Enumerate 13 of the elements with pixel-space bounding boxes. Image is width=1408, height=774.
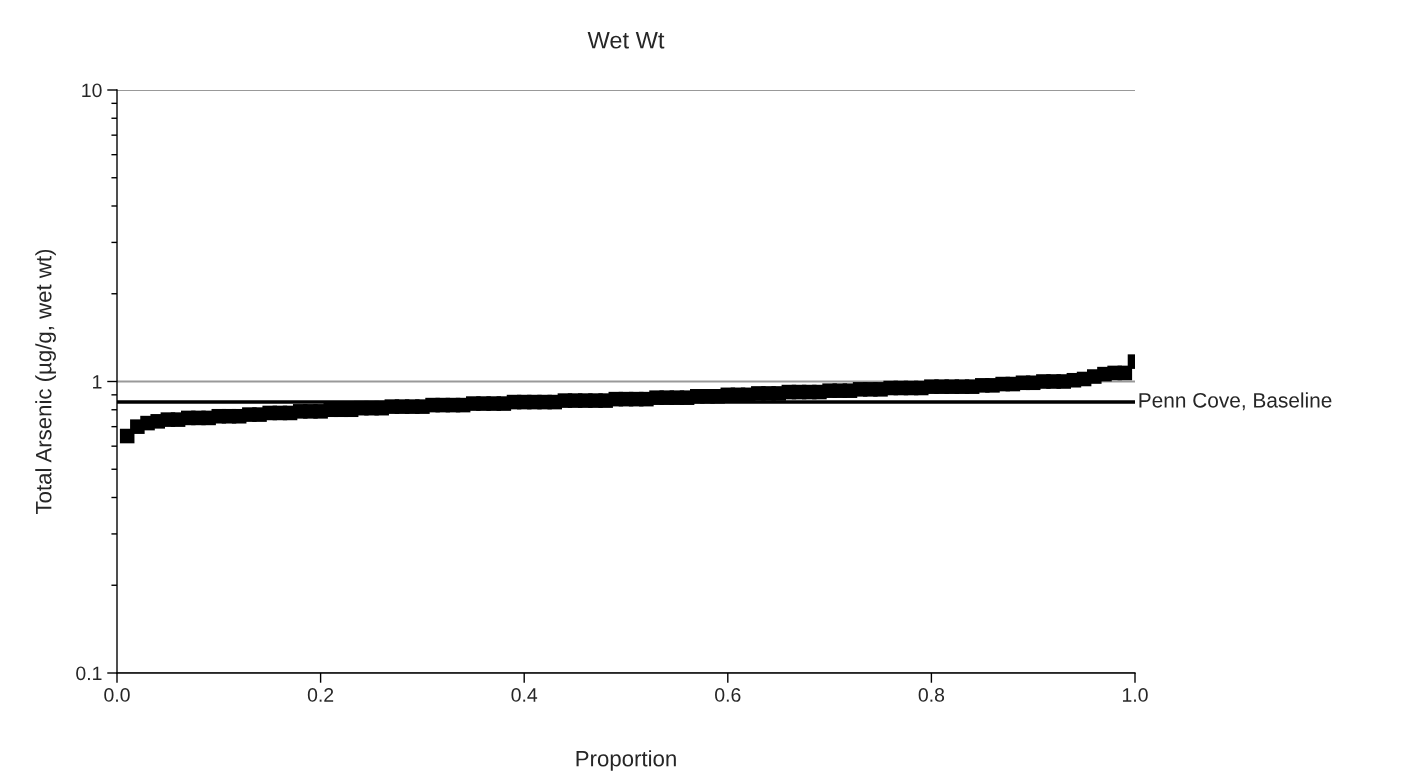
y-axis-title: Total Arsenic (µg/g, wet wt) bbox=[35, 249, 56, 514]
chart-title: Wet Wt bbox=[587, 32, 665, 49]
x-tick-label: 0.4 bbox=[511, 688, 538, 702]
y-tick-label: 0.1 bbox=[76, 666, 102, 681]
x-tick-label: 0.8 bbox=[918, 688, 945, 702]
x-tick-label: 1.0 bbox=[1122, 688, 1148, 702]
x-tick-label: 0.2 bbox=[307, 688, 334, 702]
x-tick-label: 0.6 bbox=[715, 688, 741, 702]
x-tick-label: 0.0 bbox=[104, 688, 130, 702]
ref-line-label: Penn Cove, Baseline bbox=[1139, 392, 1332, 411]
y-tick-label: 10 bbox=[82, 83, 102, 98]
y-tick-label: 1 bbox=[93, 375, 102, 389]
x-axis-title: Proportion bbox=[576, 750, 676, 771]
